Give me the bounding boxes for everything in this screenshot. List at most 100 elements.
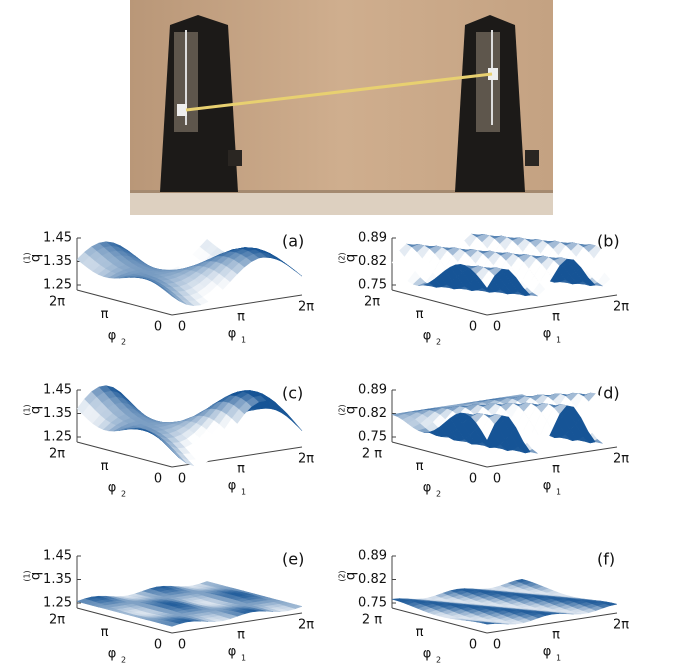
phi1-subscript: 1 xyxy=(241,336,246,345)
phi2-tick-label: 2π xyxy=(49,613,65,628)
z-tick-label: 1.45 xyxy=(43,549,72,564)
phi1-tick-label: 0 xyxy=(493,638,501,653)
surface-patch xyxy=(165,622,181,627)
z-tick-label: 0.82 xyxy=(358,406,387,421)
phi1-label: φ xyxy=(543,479,552,494)
z-tick-label: 1.35 xyxy=(43,406,72,421)
phi2-subscript: 2 xyxy=(121,656,126,665)
z-axis-superscript: (1) xyxy=(23,570,32,581)
phi2-label: φ xyxy=(108,481,117,496)
z-tick-label: 1.45 xyxy=(43,231,72,246)
phi1-tick-label: 2π xyxy=(298,452,314,467)
z-tick-label: 1.35 xyxy=(43,254,72,269)
phi2-axis xyxy=(391,607,488,634)
phi1-label: φ xyxy=(228,645,237,660)
phi1-subscript: 1 xyxy=(241,488,246,497)
z-tick-label: 1.25 xyxy=(43,596,72,611)
phi1-tick-label: 2π xyxy=(298,618,314,633)
phi2-label: φ xyxy=(108,329,117,344)
z-axis-label: q xyxy=(344,254,359,262)
z-axis-label: q xyxy=(29,254,44,262)
phi2-tick-label: π xyxy=(101,459,109,474)
phi2-axis xyxy=(76,441,173,468)
phi1-axis xyxy=(486,446,618,468)
phi2-label: φ xyxy=(423,481,432,496)
phi1-tick-label: 2π xyxy=(298,300,314,315)
phi2-subscript: 2 xyxy=(121,338,126,347)
phi2-tick-label: 2 π xyxy=(362,613,382,628)
surface-patch xyxy=(481,270,495,288)
z-tick-label: 1.45 xyxy=(43,383,72,398)
phi2-axis xyxy=(391,289,488,316)
panel-label: (f) xyxy=(597,550,615,569)
key-right xyxy=(525,150,539,166)
z-tick-label: 1.35 xyxy=(43,572,72,587)
phi2-axis xyxy=(76,289,173,316)
surface-patch xyxy=(481,417,495,441)
panel-label: (b) xyxy=(597,232,620,251)
panel-label: (c) xyxy=(282,384,303,403)
shelf-edge xyxy=(130,190,553,193)
metronome-left xyxy=(160,15,238,192)
surface-patch xyxy=(166,291,180,302)
phi2-subscript: 2 xyxy=(436,338,441,347)
z-axis-label: q xyxy=(344,406,359,414)
z-tick-label: 0.82 xyxy=(358,254,387,269)
weight-left xyxy=(177,104,187,116)
phi2-tick-label: π xyxy=(416,625,424,640)
phi1-tick-label: 0 xyxy=(178,320,186,335)
phi2-tick-label: 0 xyxy=(154,472,162,487)
phi2-axis xyxy=(76,607,173,634)
phi2-tick-label: 0 xyxy=(469,472,477,487)
z-tick-label: 1.25 xyxy=(43,278,72,293)
phi1-tick-label: 2π xyxy=(613,452,629,467)
z-axis-label: q xyxy=(29,572,44,580)
phi1-subscript: 1 xyxy=(556,336,561,345)
phi2-tick-label: 2π xyxy=(364,295,380,310)
phi1-tick-label: 2π xyxy=(613,618,629,633)
z-tick-label: 0.75 xyxy=(358,430,387,445)
surface-patch xyxy=(481,622,495,625)
phi1-axis xyxy=(171,612,303,634)
phi1-tick-label: π xyxy=(237,462,245,477)
phi1-label: φ xyxy=(543,645,552,660)
phi2-tick-label: 2 π xyxy=(362,447,382,462)
phi1-axis xyxy=(171,294,303,316)
phi1-tick-label: 0 xyxy=(493,320,501,335)
phi1-subscript: 1 xyxy=(241,654,246,663)
z-tick-label: 0.82 xyxy=(358,572,387,587)
scale-right xyxy=(476,32,500,132)
z-tick-label: 0.89 xyxy=(358,231,387,246)
z-tick-label: 1.25 xyxy=(43,430,72,445)
phi2-tick-label: 0 xyxy=(154,320,162,335)
z-axis-superscript: (2) xyxy=(338,404,347,415)
phi2-tick-label: π xyxy=(101,625,109,640)
photo xyxy=(130,0,553,215)
phi2-label: φ xyxy=(423,329,432,344)
phi1-tick-label: 0 xyxy=(178,638,186,653)
z-axis-superscript: (1) xyxy=(23,252,32,263)
z-tick-label: 0.89 xyxy=(358,549,387,564)
z-axis-superscript: (1) xyxy=(23,404,32,415)
panel-label: (e) xyxy=(282,550,304,569)
phi2-subscript: 2 xyxy=(436,656,441,665)
z-axis-label: q xyxy=(29,406,44,414)
coupling-rod xyxy=(185,72,493,112)
phi2-tick-label: π xyxy=(101,307,109,322)
phi2-label: φ xyxy=(108,647,117,662)
phi2-tick-label: 0 xyxy=(469,638,477,653)
panel-label: (a) xyxy=(282,232,304,251)
weight-right xyxy=(488,68,498,80)
phi1-axis xyxy=(486,294,618,316)
phi1-tick-label: π xyxy=(237,628,245,643)
phi1-axis xyxy=(486,612,618,634)
z-tick-label: 0.75 xyxy=(358,278,387,293)
phi2-tick-label: 0 xyxy=(154,638,162,653)
phi1-tick-label: π xyxy=(552,628,560,643)
phi1-subscript: 1 xyxy=(556,488,561,497)
